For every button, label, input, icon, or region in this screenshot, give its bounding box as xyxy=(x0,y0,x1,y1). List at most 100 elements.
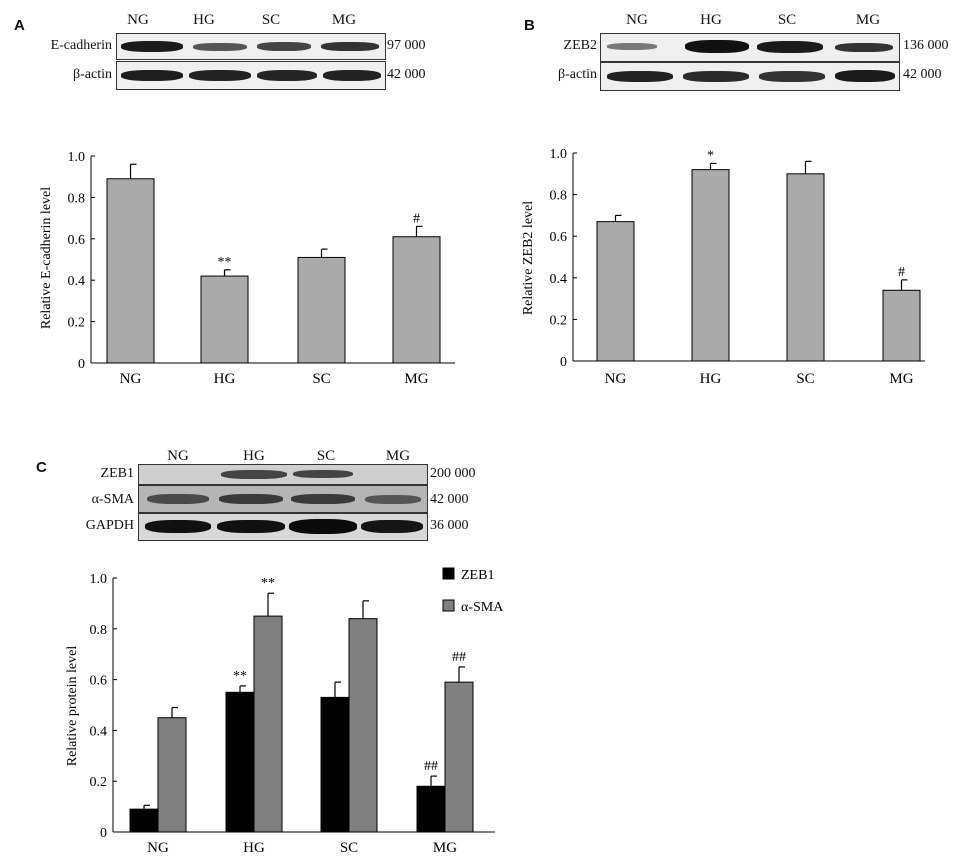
blot-band xyxy=(365,495,421,504)
bar xyxy=(129,808,159,833)
legend-label: α-SMA xyxy=(461,600,504,615)
blot-band xyxy=(291,494,355,504)
x-tick-label: NG xyxy=(147,840,169,856)
y-tick-label: 0.2 xyxy=(68,316,86,331)
blot-band xyxy=(257,70,317,81)
y-tick-label: 0.6 xyxy=(68,233,86,248)
blot-band xyxy=(321,42,379,51)
blot-mw-alpha-sma: 42 000 xyxy=(430,492,469,507)
blot-strip-zeb1 xyxy=(138,464,428,485)
blot-strip-alpha-sma xyxy=(138,485,428,513)
bar xyxy=(348,618,378,833)
y-tick-label: 0.6 xyxy=(90,674,108,689)
blot-band xyxy=(221,470,287,479)
bar xyxy=(444,681,474,833)
lane-label-hg: HG xyxy=(700,12,722,28)
blot-band xyxy=(685,40,749,53)
lane-label-ng: NG xyxy=(127,12,149,28)
blot-strip-zeb2 xyxy=(600,33,900,62)
blot-band xyxy=(757,41,823,53)
blot-band xyxy=(607,43,657,50)
bar xyxy=(297,256,346,364)
bar xyxy=(320,696,350,833)
lane-label-mg: MG xyxy=(385,448,411,464)
bar xyxy=(392,236,441,364)
y-tick-label: 0 xyxy=(100,826,107,841)
blot-strip-ecadherin xyxy=(116,33,386,60)
bar xyxy=(106,178,155,364)
y-axis-label: Relative ZEB2 level xyxy=(521,201,536,315)
blot-band xyxy=(145,520,211,533)
blot-row-label-alpha-sma: α-SMA xyxy=(91,492,134,507)
x-tick-label: MG xyxy=(404,371,428,387)
y-tick-label: 1.0 xyxy=(550,147,568,162)
blot-mw-zeb1: 200 000 xyxy=(430,466,476,481)
x-tick-label: SC xyxy=(340,840,358,856)
blot-band xyxy=(189,70,251,81)
y-tick-label: 0.4 xyxy=(550,272,568,287)
y-tick-label: 0.2 xyxy=(550,313,568,328)
panel-label-a: A xyxy=(14,17,25,34)
lane-label-mg: MG xyxy=(855,12,881,28)
significance-label: ## xyxy=(452,650,466,665)
y-tick-label: 1.0 xyxy=(68,150,86,165)
panel-label-c: C xyxy=(36,459,47,476)
blot-strip-gapdh xyxy=(138,513,428,541)
legend-swatch xyxy=(442,599,455,612)
blot-band xyxy=(121,70,183,81)
x-tick-label: NG xyxy=(605,371,627,387)
bar xyxy=(882,289,921,362)
blot-band xyxy=(257,42,311,51)
blot-band xyxy=(219,494,283,504)
blot-row-label-beta-actin: β-actin xyxy=(558,67,597,82)
lane-label-hg: HG xyxy=(243,448,265,464)
bar xyxy=(253,615,283,833)
blot-band xyxy=(121,41,183,52)
bar xyxy=(596,221,635,362)
y-tick-label: 0.6 xyxy=(550,230,568,245)
lane-label-hg: HG xyxy=(193,12,215,28)
bar xyxy=(225,691,255,833)
x-tick-label: HG xyxy=(214,371,236,387)
blot-band xyxy=(193,43,247,51)
lane-label-ng: NG xyxy=(626,12,648,28)
blot-row-label-beta-actin: β-actin xyxy=(73,67,112,82)
blot-mw-gapdh: 36 000 xyxy=(430,518,469,533)
y-tick-label: 1.0 xyxy=(90,572,108,587)
blot-strip-beta-actin xyxy=(600,62,900,91)
blot-mw-beta-actin: 42 000 xyxy=(903,67,942,82)
blot-row-label-ecadherin: E-cadherin xyxy=(50,38,112,53)
significance-label: # xyxy=(413,211,420,226)
legend-label: ZEB1 xyxy=(461,568,494,583)
lane-label-sc: SC xyxy=(261,12,281,28)
y-tick-label: 0.8 xyxy=(550,189,568,204)
significance-label: ** xyxy=(233,669,247,684)
y-tick-label: 0.4 xyxy=(68,274,86,289)
blot-mw-ecadherin: 97 000 xyxy=(387,38,426,53)
lane-label-sc: SC xyxy=(777,12,797,28)
bar xyxy=(786,173,825,362)
blot-band xyxy=(289,519,357,534)
blot-band xyxy=(323,70,381,81)
blot-band xyxy=(759,71,825,82)
significance-label: # xyxy=(898,265,905,280)
blot-strip-beta-actin xyxy=(116,61,386,90)
blot-band xyxy=(683,71,749,82)
blot-mw-beta-actin: 42 000 xyxy=(387,67,426,82)
y-tick-label: 0 xyxy=(78,357,85,372)
significance-label: ** xyxy=(261,576,275,591)
panel-label-b: B xyxy=(524,17,535,34)
y-axis-label: Relative protein level xyxy=(65,646,80,767)
blot-mw-zeb2: 136 000 xyxy=(903,38,949,53)
blot-band xyxy=(835,43,893,52)
legend-swatch xyxy=(442,567,455,580)
bar xyxy=(691,169,730,362)
lane-label-ng: NG xyxy=(167,448,189,464)
blot-band xyxy=(361,520,423,533)
blot-band xyxy=(293,470,353,478)
y-tick-label: 0.4 xyxy=(90,724,108,739)
y-tick-label: 0.2 xyxy=(90,775,108,790)
x-tick-label: HG xyxy=(700,371,722,387)
x-tick-label: MG xyxy=(889,371,913,387)
